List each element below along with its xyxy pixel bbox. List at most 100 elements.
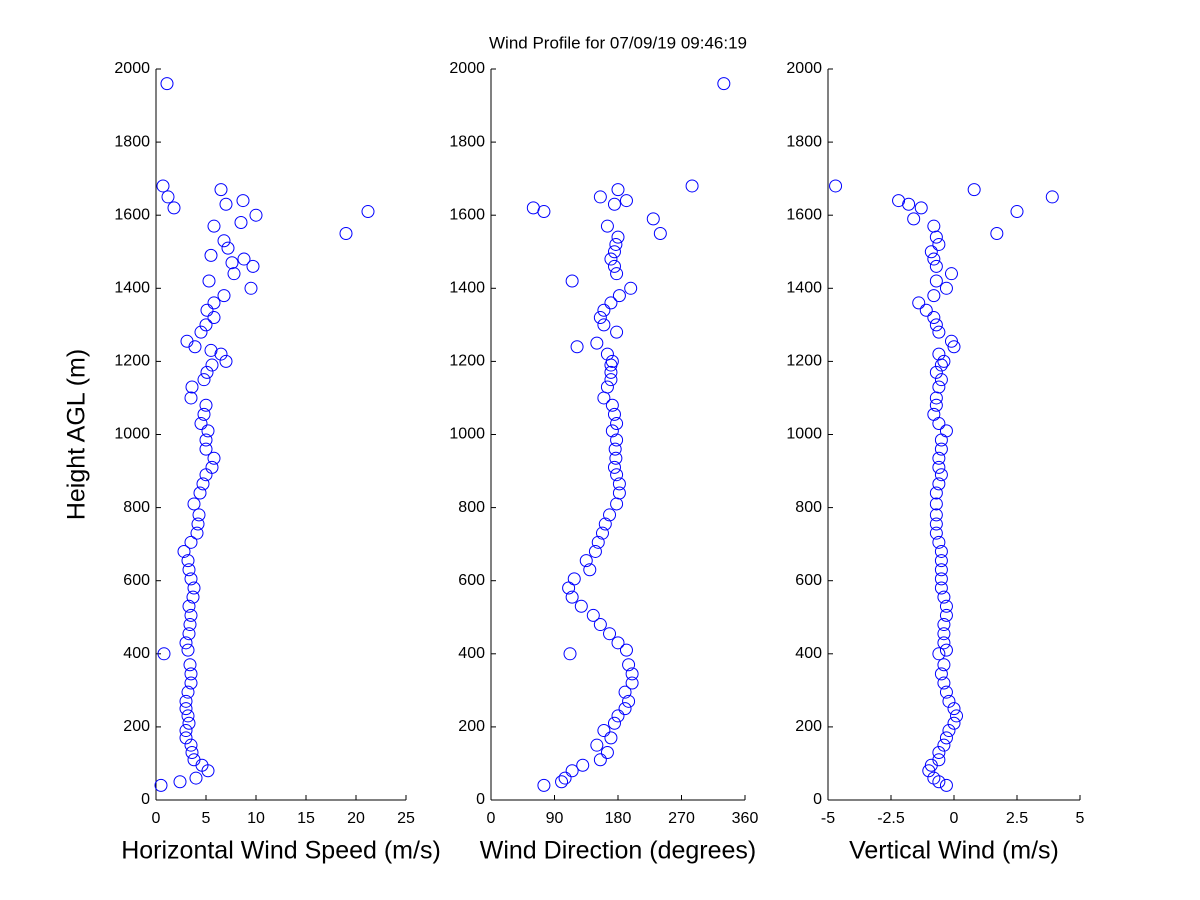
data-point xyxy=(184,572,198,586)
data-point xyxy=(187,753,201,767)
data-point xyxy=(563,647,577,661)
data-point xyxy=(934,667,948,681)
data-point xyxy=(593,753,607,767)
data-point xyxy=(611,230,625,244)
data-point xyxy=(600,347,614,361)
data-point xyxy=(197,373,211,387)
data-point xyxy=(944,334,958,348)
data-point xyxy=(608,442,622,456)
data-point xyxy=(339,226,353,240)
data-point xyxy=(214,347,228,361)
data-point xyxy=(184,608,198,622)
data-point xyxy=(604,731,618,745)
data-point xyxy=(939,599,953,613)
data-point xyxy=(190,526,204,540)
y-tick-label: 2000 xyxy=(114,60,150,77)
data-point xyxy=(939,778,953,792)
data-point xyxy=(625,676,639,690)
data-point xyxy=(947,702,961,716)
data-point xyxy=(186,590,200,604)
data-point xyxy=(929,526,943,540)
y-tick-label: 1600 xyxy=(114,206,150,223)
y-tick-label: 1000 xyxy=(449,426,485,443)
data-point xyxy=(156,179,170,193)
data-point xyxy=(934,554,948,568)
data-point xyxy=(185,745,199,759)
data-point xyxy=(927,771,941,785)
data-point xyxy=(619,643,633,657)
data-point xyxy=(934,581,948,595)
y-tick-label: 400 xyxy=(458,645,485,662)
data-point xyxy=(184,535,198,549)
data-point xyxy=(947,716,961,730)
data-point xyxy=(555,775,569,789)
data-point xyxy=(184,667,198,681)
data-point xyxy=(181,685,195,699)
data-point xyxy=(932,325,946,339)
data-point xyxy=(217,234,231,248)
data-point xyxy=(934,572,948,586)
x-tick-label: 25 xyxy=(397,810,415,827)
y-tick-label: 800 xyxy=(795,499,822,516)
data-point xyxy=(932,535,946,549)
data-point xyxy=(929,398,943,412)
data-point xyxy=(618,685,632,699)
data-point xyxy=(201,424,215,438)
data-point xyxy=(200,303,214,317)
data-point xyxy=(929,274,943,288)
data-point xyxy=(944,267,958,281)
data-point xyxy=(622,694,636,708)
data-point xyxy=(184,738,198,752)
data-point xyxy=(653,226,667,240)
data-point xyxy=(612,477,626,491)
data-point xyxy=(183,658,197,672)
data-point xyxy=(932,647,946,661)
y-tick-label: 800 xyxy=(123,499,150,516)
x-axis-label: Horizontal Wind Speed (m/s) xyxy=(121,837,441,865)
data-point xyxy=(927,311,941,325)
data-point xyxy=(567,572,581,586)
data-point xyxy=(597,318,611,332)
data-point xyxy=(604,296,618,310)
data-point xyxy=(924,245,938,259)
data-point xyxy=(591,535,605,549)
data-point xyxy=(586,608,600,622)
data-point xyxy=(932,477,946,491)
data-point xyxy=(249,208,263,222)
x-tick-label: 270 xyxy=(668,810,695,827)
y-tick-label: 1400 xyxy=(114,280,150,297)
data-point xyxy=(619,194,633,208)
y-tick-label: 200 xyxy=(795,718,822,735)
x-tick-label: 180 xyxy=(605,810,632,827)
data-point xyxy=(607,245,621,259)
data-point xyxy=(937,738,951,752)
x-tick-label: 2.5 xyxy=(1006,810,1028,827)
data-point xyxy=(929,259,943,273)
data-point xyxy=(590,738,604,752)
data-point xyxy=(217,289,231,303)
data-point xyxy=(605,398,619,412)
x-tick-label: 15 xyxy=(297,810,315,827)
data-point xyxy=(219,354,233,368)
data-point xyxy=(929,365,943,379)
data-point xyxy=(942,724,956,738)
figure-title: Wind Profile for 07/09/19 09:46:19 xyxy=(489,33,747,52)
data-point xyxy=(214,183,228,197)
y-tick-label: 400 xyxy=(795,645,822,662)
y-tick-label: 200 xyxy=(458,718,485,735)
y-tick-label: 600 xyxy=(795,572,822,589)
y-tick-label: 1400 xyxy=(786,280,822,297)
data-point xyxy=(622,658,636,672)
data-point xyxy=(607,407,621,421)
data-point xyxy=(204,343,218,357)
y-axis-label: Height AGL (m) xyxy=(63,349,91,520)
data-point xyxy=(237,252,251,266)
y-tick-label: 1000 xyxy=(114,426,150,443)
data-point xyxy=(609,451,623,465)
data-point xyxy=(187,497,201,511)
data-point xyxy=(937,627,951,641)
y-tick-label: 200 xyxy=(123,718,150,735)
data-point xyxy=(207,451,221,465)
data-point xyxy=(200,365,214,379)
